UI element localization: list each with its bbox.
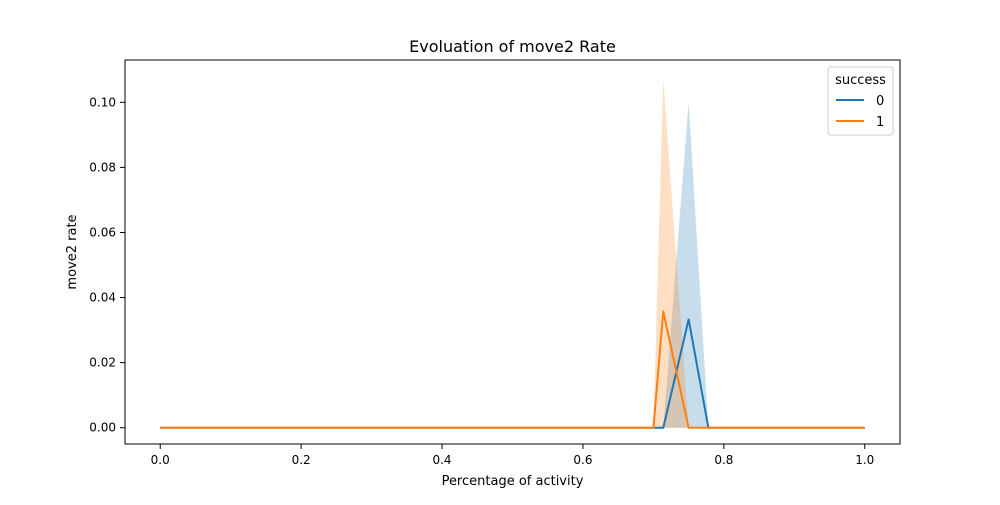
y-tick-label: 0.02: [89, 356, 116, 370]
y-axis-ticks: 0.00 0.02 0.04 0.06 0.08 0.10: [89, 95, 125, 435]
chart-title: Evoluation of move2 Rate: [409, 37, 616, 56]
legend-label-1: 1: [876, 115, 884, 130]
y-tick-label: 0.04: [89, 291, 116, 305]
x-axis-label: Percentage of activity: [442, 474, 584, 489]
legend-label-0: 0: [876, 94, 884, 109]
legend: success 0 1: [827, 66, 894, 136]
x-tick-label: 0.0: [151, 453, 170, 467]
legend-title: success: [835, 73, 886, 88]
series-line-0: [160, 318, 865, 429]
x-tick-label: 0.6: [573, 453, 592, 467]
confidence-band-series-1: [160, 79, 865, 428]
x-tick-label: 0.8: [714, 453, 733, 467]
x-axis-ticks: 0.0 0.2 0.4 0.6 0.8 1.0: [151, 444, 874, 467]
x-tick-label: 1.0: [855, 453, 874, 467]
series-lines: [160, 310, 865, 429]
y-axis-label: move2 rate: [65, 214, 80, 289]
y-tick-label: 0.00: [89, 421, 116, 435]
confidence-band-series-0: [160, 102, 865, 428]
y-tick-label: 0.10: [89, 95, 116, 109]
plot-frame: [124, 59, 901, 445]
y-tick-label: 0.06: [89, 225, 116, 239]
x-tick-label: 0.2: [292, 453, 311, 467]
y-tick-label: 0.08: [89, 160, 116, 174]
series-line-1: [160, 310, 865, 429]
confidence-bands: [160, 79, 865, 428]
x-tick-label: 0.4: [432, 453, 451, 467]
